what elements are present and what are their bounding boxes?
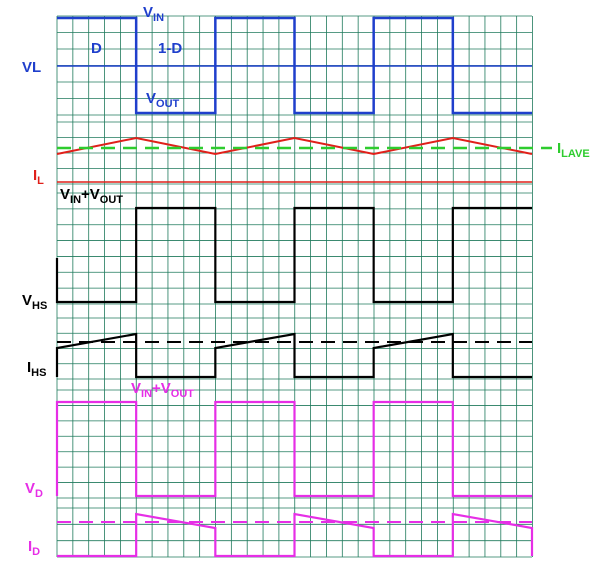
label-vout: VOUT — [146, 90, 180, 110]
ihs-waveform — [57, 334, 532, 377]
label-id: ID — [28, 538, 40, 558]
id-waveform — [57, 514, 532, 556]
label-duty: D — [91, 40, 102, 57]
label-one-minus-duty: 1-D — [158, 40, 182, 57]
label-vin-plus-vout-d: VIN+VOUT — [131, 380, 194, 400]
label-vin-plus-vout-hs: VIN+VOUT — [60, 186, 123, 206]
label-ihs: IHS — [27, 359, 46, 379]
label-vl: VL — [22, 59, 41, 76]
label-vin: VIN — [143, 4, 164, 24]
label-il: IL — [33, 167, 44, 187]
label-vd: VD — [25, 480, 43, 500]
label-vhs: VHS — [22, 292, 47, 312]
vd-waveform — [57, 402, 532, 496]
label-ilave: ILAVE — [557, 140, 590, 160]
